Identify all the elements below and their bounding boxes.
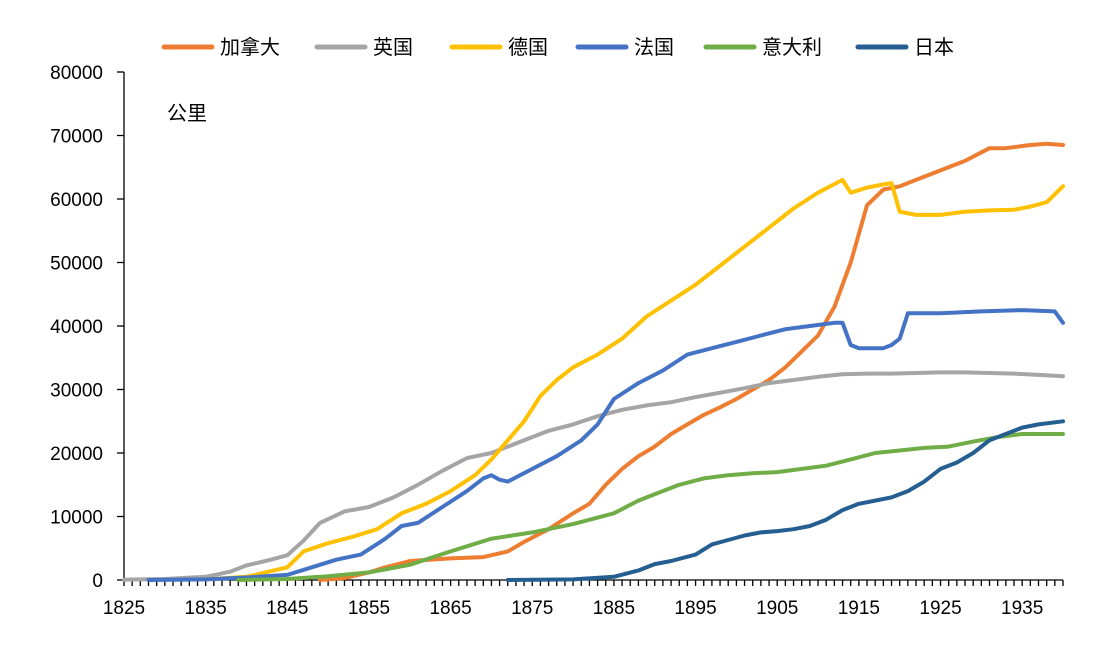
y-tick-label: 70000 <box>50 127 103 148</box>
y-tick-label: 50000 <box>50 254 103 275</box>
series-line-德国 <box>203 177 1065 582</box>
y-axis: 0 10000 20000 30000 40000 50000 60000 70000 8000… <box>50 63 125 592</box>
x-tick-label: 1885 <box>593 598 635 619</box>
legend-label: 意大利 <box>762 35 822 59</box>
y-tick-label: 30000 <box>50 381 103 402</box>
x-tick-label: 1835 <box>185 598 227 619</box>
x-tick-label: 1825 <box>103 598 145 619</box>
series-line-英国 <box>122 370 1065 582</box>
x-tick-label: 1895 <box>674 598 716 619</box>
series-line-意大利 <box>236 432 1065 582</box>
legend-label: 英国 <box>373 35 413 59</box>
y-tick-label: 10000 <box>50 508 103 529</box>
y-tick-label: 40000 <box>50 317 103 338</box>
x-tick-label: 1865 <box>429 598 471 619</box>
legend-label: 德国 <box>508 35 548 59</box>
x-tick-label: 1845 <box>266 598 308 619</box>
series-lines <box>122 141 1065 582</box>
x-tick-label: 1905 <box>756 598 798 619</box>
x-tick-label: 1915 <box>838 598 880 619</box>
legend-label: 日本 <box>914 35 954 59</box>
legend-label: 加拿大 <box>220 35 280 59</box>
series-line-加拿大 <box>318 141 1065 582</box>
legend: 加拿大 英国 德国 法国 意大利 日本 <box>161 35 954 59</box>
x-tick-label: 1925 <box>919 598 961 619</box>
series-line-日本 <box>505 419 1065 582</box>
x-tick-label: 1855 <box>348 598 390 619</box>
y-tick-label: 60000 <box>50 190 103 211</box>
y-tick-label: 0 <box>92 571 103 592</box>
legend-label: 法国 <box>634 35 674 59</box>
y-tick-label: 20000 <box>50 444 103 465</box>
x-tick-label: 1875 <box>511 598 553 619</box>
x-tick-label: 1935 <box>1001 598 1043 619</box>
series-line-法国 <box>146 308 1065 582</box>
x-axis: 1825 1835 1845 1855 1865 1875 1885 1895 1905 1915… <box>103 579 1064 619</box>
y-tick-label: 80000 <box>50 63 103 84</box>
y-axis-unit-label: 公里 <box>167 101 207 125</box>
